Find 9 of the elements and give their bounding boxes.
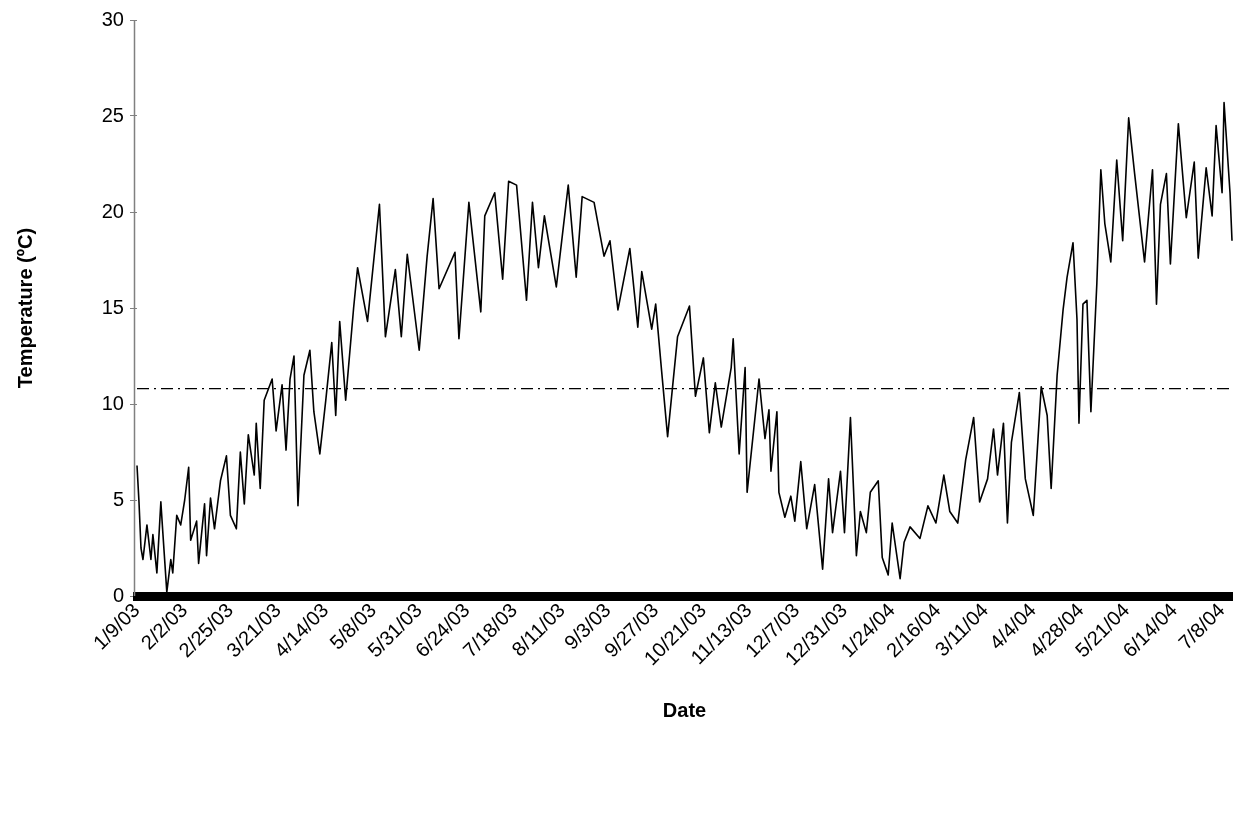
y-tick-label: 30 [101,7,124,30]
y-tick-label: 20 [101,199,124,222]
y-axis-title: Temperature (ºC) [13,227,36,389]
y-tick-label: 5 [112,487,124,510]
y-tick-label: 10 [101,391,124,414]
y-tick-label: 25 [101,103,124,126]
x-axis-title: Date [662,698,707,721]
y-tick-label: 15 [101,295,124,318]
y-tick-label: 0 [112,583,124,606]
